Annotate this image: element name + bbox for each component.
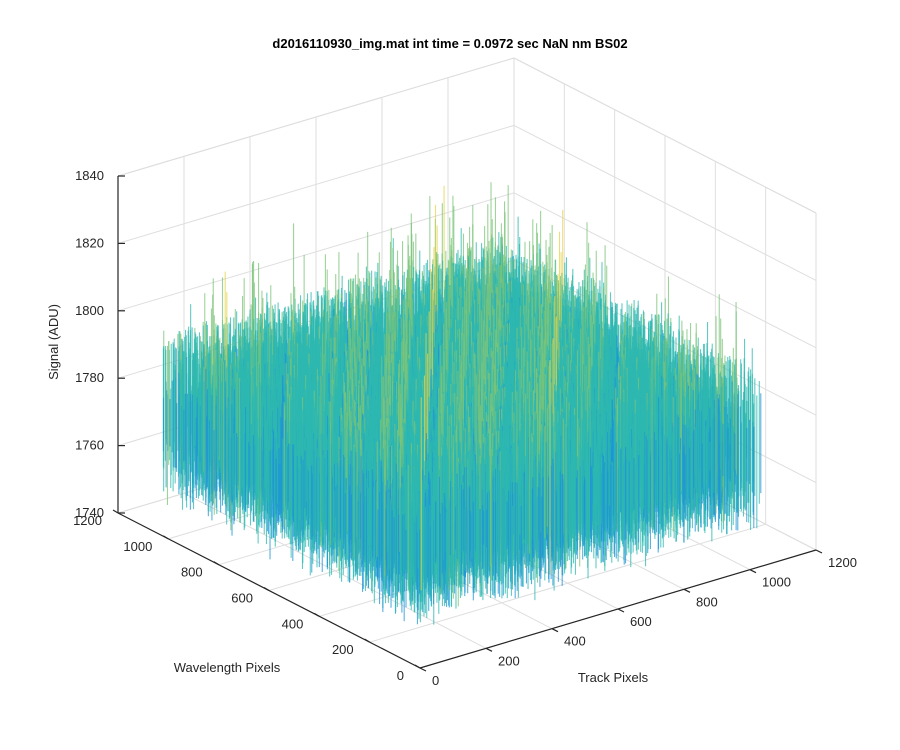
- back-wall-grid-line: [117, 124, 515, 244]
- side-wall-grid-line: [513, 192, 817, 349]
- side-wall-grid-line: [513, 124, 817, 281]
- box-edge: [117, 57, 515, 177]
- back-wall-grid-line: [117, 192, 515, 312]
- box-edge: [513, 57, 817, 214]
- surface-mesh: [162, 182, 762, 625]
- chart-title: d2016110930_img.mat int time = 0.0972 se…: [0, 36, 900, 51]
- floor-grid-line: [369, 523, 766, 643]
